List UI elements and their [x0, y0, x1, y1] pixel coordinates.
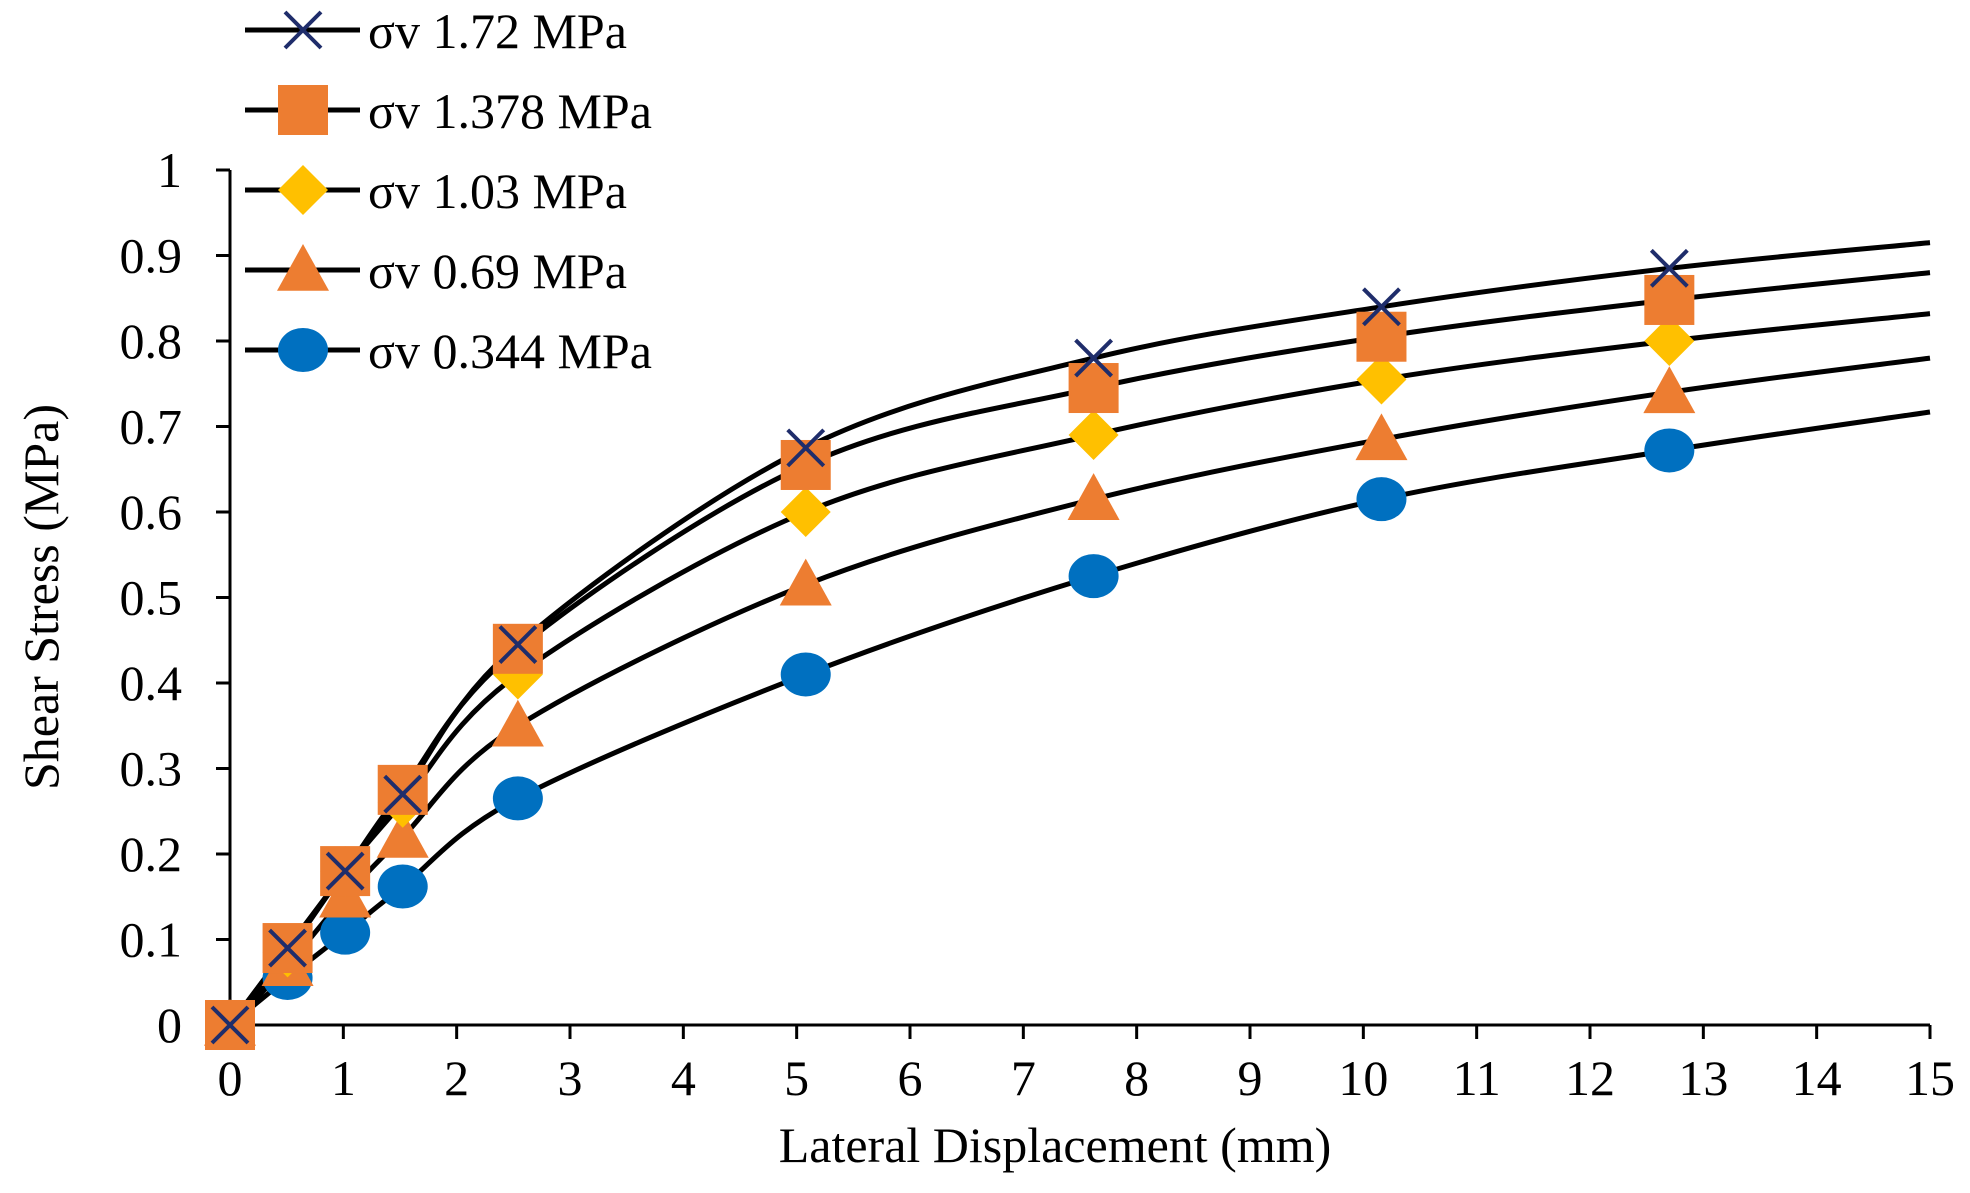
data-point-series-5: [1068, 554, 1119, 599]
x-tick-label: 7: [1011, 1050, 1036, 1106]
data-point-series-2: [377, 764, 428, 815]
data-point-series-4: [376, 810, 429, 858]
x-tick-label: 13: [1678, 1050, 1728, 1106]
data-point-series-5: [1644, 428, 1695, 473]
data-point-series-1: [1074, 338, 1114, 378]
series-markers: [204, 248, 1696, 1050]
legend: σv 1.72 MPa σv 1.378 MPa σv 1.03 MPa σv 0.6…: [245, 3, 652, 379]
x-tick-label: 2: [444, 1050, 469, 1106]
series-line-3: [228, 311, 1931, 1027]
legend-label: σv 1.378 MPa: [368, 83, 652, 139]
data-point-series-2: [492, 623, 543, 674]
data-point-series-5: [492, 776, 543, 821]
data-point-series-1: [786, 428, 826, 468]
data-point-series-2: [1644, 274, 1695, 325]
data-point-series-2: [1356, 311, 1407, 362]
data-point-series-1: [1362, 287, 1401, 327]
legend-label: σv 1.72 MPa: [368, 3, 627, 59]
legend-marker-square: [278, 85, 328, 135]
y-tick-label: 1: [157, 142, 182, 198]
legend-marker-x: [283, 10, 323, 50]
x-tick-label: 4: [671, 1050, 696, 1106]
x-tick-label: 11: [1453, 1050, 1501, 1106]
x-tick-label: 6: [898, 1050, 923, 1106]
data-point-series-4: [779, 558, 832, 606]
data-point-series-3: [1068, 410, 1119, 461]
x-tick-label: 0: [218, 1050, 243, 1106]
x-tick-label: 5: [784, 1050, 809, 1106]
data-point-series-1: [383, 774, 423, 814]
data-point-series-3: [780, 487, 831, 537]
data-point-series-4: [1067, 473, 1120, 520]
y-tick-label: 0.4: [120, 655, 183, 711]
legend-marker-triangle: [277, 244, 329, 291]
legend-marker-circle: [278, 328, 328, 372]
data-point-series-1: [1649, 248, 1689, 288]
y-tick-label: 0.9: [120, 228, 183, 284]
x-tick-label: 14: [1792, 1050, 1842, 1106]
x-tick-label: 9: [1238, 1050, 1263, 1106]
x-tick-label: 8: [1124, 1050, 1149, 1106]
data-point-series-3: [1644, 316, 1695, 366]
x-tick-label: 10: [1338, 1050, 1388, 1106]
x-axis-title: Lateral Displacement (mm): [779, 1117, 1332, 1173]
y-tick-label: 0.8: [120, 313, 183, 369]
y-tick-label: 0.1: [120, 912, 183, 968]
legend-marker-diamond: [278, 165, 328, 215]
x-tick-label: 3: [558, 1050, 583, 1106]
data-point-series-4: [1355, 413, 1408, 461]
y-tick-label: 0: [157, 997, 182, 1053]
x-tick-label: 15: [1905, 1050, 1955, 1106]
legend-label: σv 0.344 MPa: [368, 323, 652, 379]
y-tick-label: 0.3: [120, 741, 183, 797]
data-point-series-1: [268, 928, 307, 968]
data-point-series-5: [1356, 477, 1407, 522]
data-point-series-2: [1068, 363, 1119, 414]
y-ticks: 0 0.1 0.2 0.3 0.4 0.5 0.6 0.7 0.8 0.9 1: [120, 142, 230, 1053]
legend-label: σv 1.03 MPa: [368, 163, 627, 219]
data-point-series-4: [491, 699, 544, 747]
data-point-series-1: [498, 625, 538, 664]
x-ticks: 0 1 2 3 4 5 6 7 8 9 10 11 12 13 14 15: [218, 1025, 1955, 1106]
y-tick-label: 0.2: [120, 826, 183, 882]
x-tick-label: 12: [1565, 1050, 1615, 1106]
data-point-series-1: [325, 851, 365, 891]
x-tick-label: 1: [331, 1050, 356, 1106]
y-tick-label: 0.6: [120, 484, 183, 540]
data-point-series-3: [1356, 354, 1407, 405]
data-point-series-5: [780, 652, 831, 697]
y-tick-label: 0.7: [120, 399, 183, 455]
y-axis-title: Shear Stress (MPa): [13, 404, 69, 790]
data-point-series-4: [1643, 366, 1696, 414]
data-point-series-5: [320, 910, 371, 955]
legend-label: σv 0.69 MPa: [368, 243, 627, 299]
y-tick-label: 0.5: [120, 570, 183, 626]
data-point-series-1: [210, 1005, 250, 1045]
data-point-series-5: [377, 864, 428, 909]
